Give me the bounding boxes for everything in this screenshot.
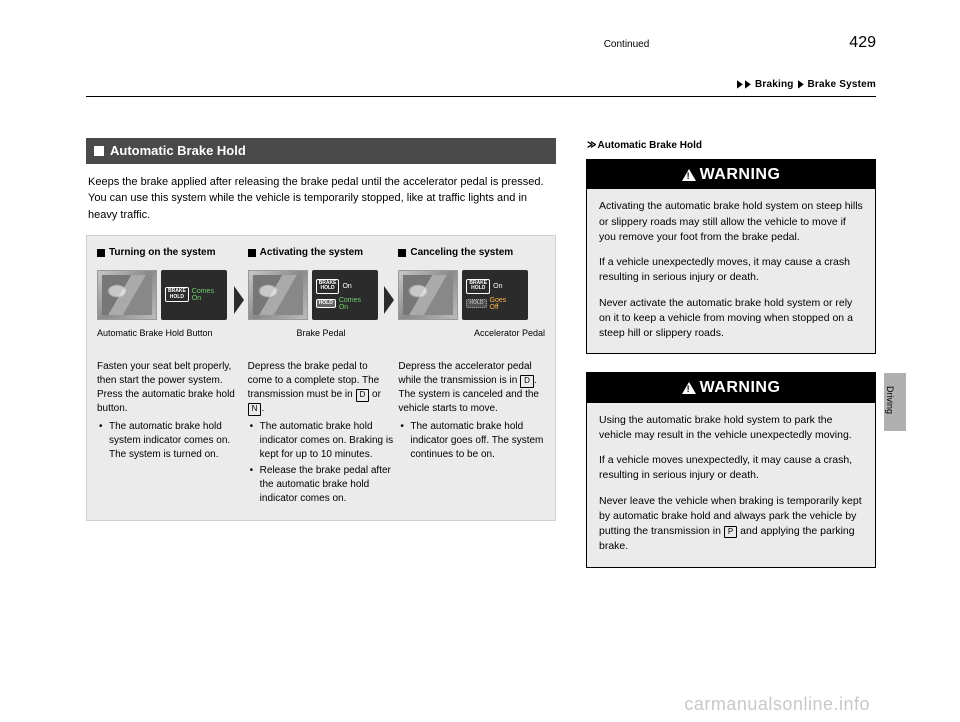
step-bullet: The automatic brake hold indicator goes … [410,420,545,462]
brake-hold-indicator-icon: BRAKE HOLD [466,279,490,294]
pedal-photo [248,270,308,320]
step-caption: Automatic Brake Hold Button [97,328,244,339]
dash-display: BRAKE HOLD On HOLD ComesOn [312,270,378,320]
step-2: Activating the system BRAKE HOLD On [248,246,395,338]
step-2-body: Depress the brake pedal to come to a com… [248,338,395,506]
section-title: Automatic Brake Hold [110,142,246,160]
side-label: Driving [884,386,896,414]
warning-triangle-icon [682,169,696,181]
note-icon: ≫ [587,138,596,153]
step-1-body: Fasten your seat belt properly, then sta… [97,338,244,462]
warning-head-text: WARNING [700,377,781,399]
steps-box: Turning on the system BRAKE HOLD ComesOn [86,235,556,521]
step-title-text: Canceling the system [410,246,513,260]
hold-indicator-icon: HOLD [316,299,336,309]
step-bullet: The automatic brake hold system indicato… [109,420,244,462]
warning-p: If a vehicle unexpectedly moves, it may … [599,255,863,285]
warning-body: Activating the automatic brake hold syst… [587,189,875,353]
gear-d-icon: D [520,375,534,387]
arrow-icon [234,286,244,314]
breadcrumb-s2: Brake System [807,79,876,90]
dash-display: BRAKE HOLD On HOLD GoesOff [462,270,528,320]
warning-triangle-icon [682,382,696,394]
square-bullet-icon [97,249,105,257]
step-illustration: BRAKE HOLD On HOLD GoesOff [398,266,545,324]
hold-indicator-icon: HOLD [466,299,486,309]
warning-head-text: WARNING [700,164,781,186]
arrow-icon [384,286,394,314]
indicator-label: On [342,283,351,290]
brake-hold-indicator-icon: BRAKE HOLD [165,287,189,302]
step-bullet: Release the brake pedal after the automa… [260,464,395,506]
note-title: Automatic Brake Hold [598,140,702,151]
dash-display: BRAKE HOLD ComesOn [161,270,227,320]
square-bullet-icon [398,249,406,257]
left-column: Automatic Brake Hold Keeps the brake app… [86,138,556,586]
brake-hold-indicator-icon: BRAKE HOLD [316,279,340,294]
step-1: Turning on the system BRAKE HOLD ComesOn [97,246,244,338]
section-header: Automatic Brake Hold [86,138,556,164]
square-bullet-icon [94,146,104,156]
warning-p: If a vehicle moves unexpectedly, it may … [599,453,863,483]
warning-p: Never leave the vehicle when braking is … [599,494,863,555]
step-body-text: or [369,389,381,400]
chevron-icon: ▶ [737,78,743,92]
gear-d-icon: D [356,389,370,401]
indicator-label: ComesOn [339,297,361,311]
step-title-text: Turning on the system [109,246,216,260]
warning-p: Using the automatic brake hold system to… [599,413,863,443]
header-rule [86,96,876,97]
steps-row-top: Turning on the system BRAKE HOLD ComesOn [97,246,545,338]
pedal-photo [398,270,458,320]
step-bullet: The automatic brake hold indicator comes… [260,420,395,462]
indicator-label: GoesOff [490,297,507,311]
note-head: ≫Automatic Brake Hold [586,138,876,153]
intro-text: Keeps the brake applied after releasing … [88,174,554,224]
step-body-text: Depress the accelerator pedal while the … [398,361,531,386]
step-title: Canceling the system [398,246,545,260]
warning-box-1: WARNING Activating the automatic brake h… [586,159,876,354]
warning-body: Using the automatic brake hold system to… [587,403,875,567]
step-caption: Brake Pedal [248,328,395,339]
step-body-text: . [261,403,264,414]
step-illustration: BRAKE HOLD ComesOn [97,266,232,324]
breadcrumb-s1: Braking [755,79,794,90]
warning-head: WARNING [587,160,875,190]
gear-n-icon: N [248,403,262,415]
indicator-label: ComesOn [192,288,214,302]
step-title: Activating the system [248,246,395,260]
step-3: Canceling the system BRAKE HOLD On [398,246,545,338]
chevron-icon: ▶ [745,78,751,92]
breadcrumb: ▶▶ Braking ▶ Brake System [736,78,876,92]
page-number: 429 [849,32,876,54]
page-footer: Continued 429 [86,32,876,54]
steps-row-body: Fasten your seat belt properly, then sta… [97,338,545,506]
gear-p-icon: P [724,526,737,538]
square-bullet-icon [248,249,256,257]
warning-p: Never activate the automatic brake hold … [599,296,863,342]
continued-label: Continued [604,38,650,52]
warning-p: Activating the automatic brake hold syst… [599,199,863,245]
warning-box-2: WARNING Using the automatic brake hold s… [586,372,876,567]
step-illustration: BRAKE HOLD On HOLD ComesOn [248,266,383,324]
indicator-label: On [493,283,502,290]
step-caption: Accelerator Pedal [398,328,545,339]
chevron-icon: ▶ [798,78,804,92]
step-title: Turning on the system [97,246,244,260]
right-column: ≫Automatic Brake Hold WARNING Activating… [586,138,876,586]
step-body-text: Fasten your seat belt properly, then sta… [97,361,235,414]
button-photo [97,270,157,320]
step-3-body: Depress the accelerator pedal while the … [398,338,545,462]
step-title-text: Activating the system [260,246,363,260]
watermark: carmanualsonline.info [684,692,870,716]
warning-head: WARNING [587,373,875,403]
columns: Automatic Brake Hold Keeps the brake app… [86,138,876,586]
